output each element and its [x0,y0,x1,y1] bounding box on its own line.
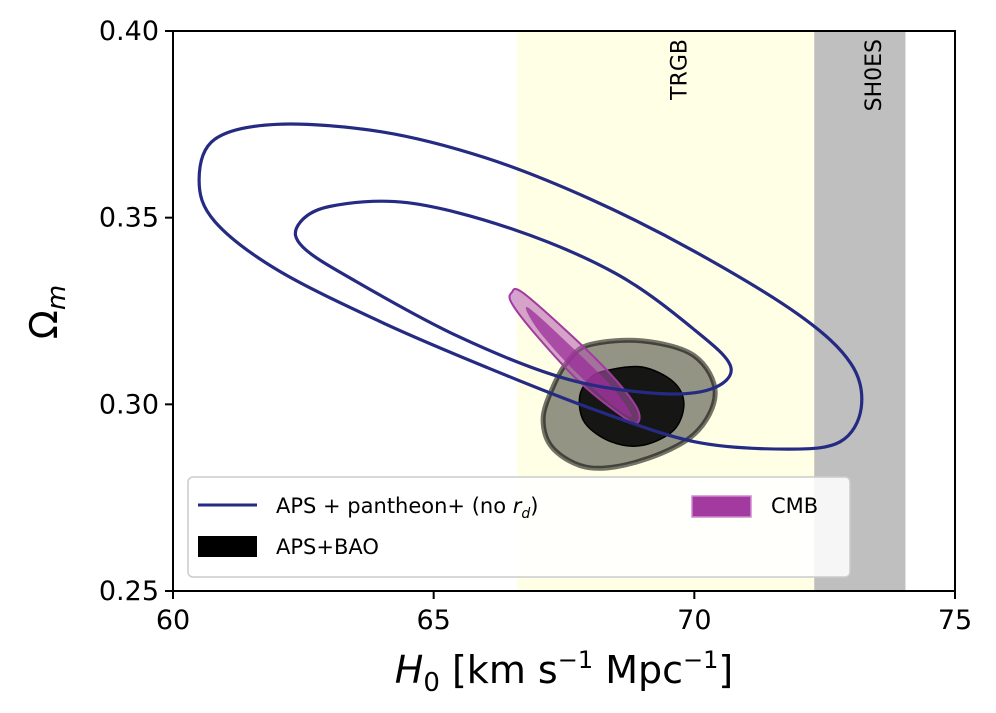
legend-label-cmb: CMB [771,494,818,518]
x-tick-label: 70 [677,605,711,636]
legend-label-aps-bao: APS+BAO [276,535,379,559]
y-tick-label: 0.25 [99,576,159,607]
legend: APS + pantheon+ (no rd) APS+BAO CMB [187,476,851,578]
contours [197,122,864,471]
x-ticks: 60 65 70 75 [156,591,972,636]
band-labels: TRGB SH0ES [668,39,887,111]
x-axis-label: H0 [km s−1 Mpc−1] [395,646,733,698]
x-tick-label: 65 [416,605,450,636]
band-label-sh0es: SH0ES [862,39,887,111]
y-tick-label: 0.35 [99,203,159,234]
contour-cmb-inner [525,307,632,417]
y-ticks: 0.25 0.30 0.35 0.40 [99,16,173,607]
x-tick-label: 75 [938,605,972,636]
legend-label-aps-pantheon: APS + pantheon+ (no rd) [276,494,538,522]
y-tick-label: 0.40 [99,16,159,47]
y-tick-label: 0.30 [99,389,159,420]
legend-frame [187,476,851,578]
plot-frame [172,30,956,592]
legend-swatch-aps-bao [198,536,257,557]
x-tick-label: 60 [156,605,190,636]
contour-aps-pantheon-inner [293,199,733,396]
legend-swatch-cmb [691,495,752,518]
band-label-trgb: TRGB [668,39,693,101]
y-axis-label: Ωm [22,285,72,339]
contour-aps-pantheon-outer [197,122,864,451]
